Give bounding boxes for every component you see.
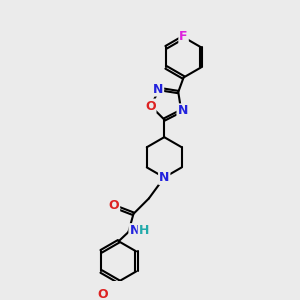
Text: H: H xyxy=(139,224,149,237)
Text: O: O xyxy=(145,100,155,112)
Text: O: O xyxy=(109,199,119,212)
Text: F: F xyxy=(179,30,188,43)
Text: N: N xyxy=(178,104,188,117)
Text: N: N xyxy=(153,82,163,96)
Text: N: N xyxy=(129,224,140,237)
Text: O: O xyxy=(97,288,108,300)
Text: N: N xyxy=(159,171,169,184)
